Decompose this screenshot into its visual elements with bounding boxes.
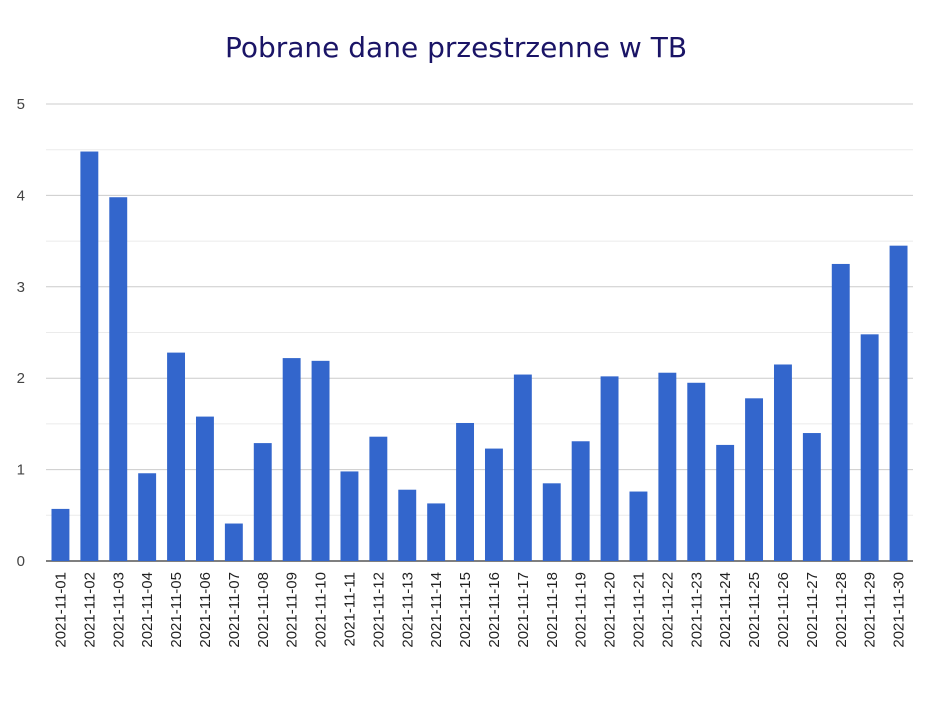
x-tick-label: 2021-11-21 bbox=[630, 572, 647, 648]
y-tick-label: 2 bbox=[17, 370, 25, 387]
x-tick-label: 2021-11-27 bbox=[804, 572, 821, 648]
x-tick-label: 2021-11-24 bbox=[717, 572, 734, 648]
x-tick-label: 2021-11-08 bbox=[255, 572, 272, 648]
bar-2021-11-04 bbox=[138, 473, 157, 561]
x-tick-label: 2021-11-02 bbox=[81, 572, 98, 648]
bar-2021-11-29 bbox=[860, 334, 879, 561]
bar-2021-11-30 bbox=[889, 245, 908, 562]
bar-2021-11-18 bbox=[542, 483, 561, 561]
bar-2021-11-07 bbox=[224, 523, 243, 561]
bar-2021-11-22 bbox=[658, 372, 677, 561]
bar-2021-11-19 bbox=[571, 441, 590, 561]
gridlines bbox=[46, 103, 913, 562]
bar-2021-11-26 bbox=[773, 364, 792, 561]
x-tick-label: 2021-11-18 bbox=[544, 572, 561, 648]
y-tick-label: 5 bbox=[17, 96, 25, 113]
x-tick-label: 2021-11-25 bbox=[746, 572, 763, 648]
x-tick-label: 2021-11-17 bbox=[515, 572, 532, 648]
x-tick-label: 2021-11-13 bbox=[399, 572, 416, 648]
bar-2021-11-06 bbox=[195, 416, 214, 561]
bar-2021-11-02 bbox=[80, 151, 99, 561]
bar-2021-11-27 bbox=[802, 433, 821, 561]
bar-2021-11-13 bbox=[398, 489, 417, 561]
bar-2021-11-15 bbox=[456, 422, 475, 561]
x-tick-label: 2021-11-04 bbox=[139, 572, 156, 648]
x-tick-label: 2021-11-06 bbox=[197, 572, 214, 648]
x-tick-label: 2021-11-22 bbox=[659, 572, 676, 648]
x-tick-label: 2021-11-07 bbox=[226, 572, 243, 648]
bar-2021-11-08 bbox=[253, 443, 272, 561]
x-tick-label: 2021-11-29 bbox=[862, 572, 879, 648]
y-tick-label: 4 bbox=[17, 187, 25, 204]
y-tick-label: 3 bbox=[17, 279, 25, 296]
x-tick-label: 2021-11-11 bbox=[341, 572, 358, 647]
bar-2021-11-10 bbox=[311, 360, 330, 561]
x-tick-label: 2021-11-23 bbox=[688, 572, 705, 648]
x-tick-label: 2021-11-28 bbox=[833, 572, 850, 648]
bars bbox=[51, 151, 908, 562]
bar-2021-11-25 bbox=[745, 398, 764, 561]
y-tick-label: 1 bbox=[17, 462, 25, 479]
x-tick-label: 2021-11-10 bbox=[313, 572, 330, 648]
bar-2021-11-12 bbox=[369, 436, 388, 561]
bar-2021-11-11 bbox=[340, 471, 359, 561]
bar-2021-11-17 bbox=[513, 374, 532, 561]
bar-2021-11-28 bbox=[831, 263, 850, 561]
x-tick-label: 2021-11-26 bbox=[775, 572, 792, 648]
bar-2021-11-20 bbox=[600, 376, 619, 561]
bar-2021-11-09 bbox=[282, 358, 301, 561]
bar-2021-11-03 bbox=[109, 197, 128, 561]
x-tick-label: 2021-11-12 bbox=[370, 572, 387, 648]
bar-2021-11-21 bbox=[629, 491, 648, 561]
x-tick-label: 2021-11-03 bbox=[110, 572, 127, 648]
x-tick-label: 2021-11-30 bbox=[891, 572, 908, 648]
bar-2021-11-01 bbox=[51, 508, 70, 561]
x-tick-label: 2021-11-09 bbox=[284, 572, 301, 648]
y-axis: 0 1 2 3 4 5 bbox=[17, 96, 25, 570]
bar-2021-11-14 bbox=[427, 503, 446, 561]
x-tick-label: 2021-11-20 bbox=[602, 572, 619, 648]
x-axis: 2021-11-01 2021-11-02 2021-11-03 2021-11-04… bbox=[52, 572, 907, 648]
x-tick-label: 2021-11-15 bbox=[457, 572, 474, 648]
x-tick-label: 2021-11-16 bbox=[486, 572, 503, 648]
x-tick-label: 2021-11-19 bbox=[573, 572, 590, 648]
chart-title: Pobrane dane przestrzenne w TB bbox=[225, 31, 687, 64]
y-tick-label: 0 bbox=[17, 553, 25, 570]
x-tick-label: 2021-11-01 bbox=[52, 572, 69, 648]
bar-2021-11-16 bbox=[484, 448, 503, 561]
x-tick-label: 2021-11-05 bbox=[168, 572, 185, 648]
bar-2021-11-05 bbox=[167, 352, 186, 561]
bar-2021-11-23 bbox=[687, 382, 706, 561]
bar-2021-11-24 bbox=[716, 444, 735, 561]
x-tick-label: 2021-11-14 bbox=[428, 572, 445, 648]
